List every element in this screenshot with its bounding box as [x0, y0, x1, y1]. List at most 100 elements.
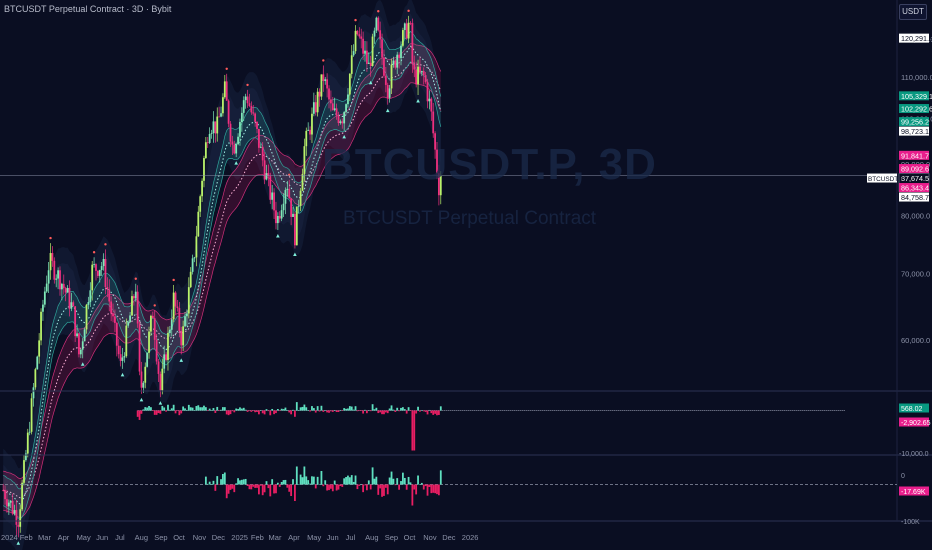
signal-markers	[16, 9, 420, 545]
pane1-bar	[324, 410, 327, 411]
pane2-bar	[301, 477, 304, 485]
pane1-bar	[146, 407, 149, 411]
candle-body	[40, 311, 42, 341]
envelope-outer	[3, 0, 441, 550]
candle-body	[208, 133, 211, 143]
candle-body	[57, 270, 59, 279]
time-tick-label: Sep	[385, 533, 398, 542]
pane1-bar	[333, 410, 336, 411]
price-tick-label: 80,000.0	[901, 211, 930, 220]
pane1-bar	[286, 410, 289, 411]
pane2-bar	[358, 484, 361, 486]
candle-body	[72, 302, 75, 307]
pane1-bar	[282, 409, 285, 411]
pane2-bar	[307, 480, 310, 485]
pane1-bar	[396, 407, 399, 411]
time-tick-label: Oct	[173, 533, 186, 542]
pane1-bar	[379, 410, 382, 413]
candle-body	[261, 146, 264, 161]
pane1-tick-label: -10,000.0	[899, 451, 929, 458]
candle-body	[138, 323, 141, 372]
time-tick-label: Dec	[212, 533, 226, 542]
pane1-value-box	[899, 403, 929, 413]
pane1-bar	[413, 410, 416, 451]
pane1-bar	[337, 410, 340, 413]
candle-body	[93, 264, 95, 265]
candle-body	[231, 141, 234, 145]
candle-body	[388, 88, 391, 98]
candle-body	[350, 55, 353, 74]
pane2-bar	[386, 484, 389, 495]
slow-ribbon-top	[3, 43, 442, 479]
pane1-bar	[360, 410, 363, 411]
pane1-bar	[231, 410, 234, 412]
currency-button[interactable]: USDT	[899, 4, 927, 20]
time-tick-label: 2026	[462, 533, 479, 542]
pane1-bar	[401, 407, 404, 411]
pane2-bar	[383, 484, 385, 496]
time-tick-label: Dec	[442, 533, 456, 542]
pane2-bar	[367, 480, 370, 485]
candle-body	[45, 283, 48, 292]
pane1-bar	[330, 410, 332, 412]
pane2-bar	[333, 480, 336, 485]
pane1-bar	[354, 406, 357, 411]
pane1-bar	[400, 407, 402, 411]
pane1-bar	[157, 410, 160, 414]
candle-body	[426, 82, 429, 102]
pane1-bar	[405, 410, 408, 414]
candle-body	[121, 357, 124, 361]
time-tick-label: Oct	[404, 533, 417, 542]
pane1-bar	[364, 409, 366, 411]
swing-high-marker	[246, 83, 249, 87]
price-tick-label: 110,000.0	[901, 73, 932, 82]
pane2-bar	[360, 484, 363, 485]
pane1-bar	[390, 405, 393, 411]
pane1-bar	[178, 410, 181, 416]
candle-body	[360, 36, 363, 39]
pane2-bar	[214, 484, 217, 491]
pane2-bar	[345, 477, 347, 485]
candle-body	[74, 306, 77, 337]
candle-body	[11, 500, 14, 514]
pane1-bar	[176, 410, 179, 411]
pane1-bar	[305, 407, 308, 411]
pane2-bar	[252, 484, 255, 487]
pane1-bar	[303, 404, 306, 411]
time-tick-label: 2025	[231, 533, 248, 542]
swing-high-marker	[322, 59, 325, 62]
time-tick-label: Sep	[154, 533, 167, 542]
pane2-bar	[405, 484, 408, 490]
pane1-bar	[229, 410, 232, 415]
candle-body	[157, 361, 160, 374]
pane1-bar	[375, 407, 378, 411]
candle-body	[155, 339, 158, 362]
candle-body	[153, 318, 156, 340]
pane2-bar	[424, 484, 427, 487]
pane1-bar	[220, 409, 222, 411]
pane2-bar	[231, 484, 234, 489]
swing-low-marker	[276, 233, 280, 238]
pane1-bar	[201, 407, 203, 411]
candle-body	[299, 190, 302, 206]
pane2-bar	[295, 466, 298, 485]
price-label-text: 99,256.2	[901, 118, 929, 127]
candle-body	[295, 206, 298, 246]
pane2-bar	[204, 476, 207, 485]
price-tick-label: 60,000.0	[901, 336, 930, 345]
pane1-bar	[352, 409, 355, 411]
candle-body	[43, 291, 46, 305]
candle-body	[34, 369, 37, 388]
pane1-bar	[407, 407, 410, 411]
pane2-bar	[311, 476, 313, 485]
pane2-bar	[369, 484, 372, 490]
pane1-bar	[434, 410, 437, 414]
candle-body	[348, 73, 351, 95]
candle-body	[233, 144, 236, 154]
fast-ribbon-bottom	[3, 61, 442, 520]
chart-title: BTCUSDT Perpetual Contract · 3D · Bybit	[4, 4, 172, 14]
candle-body	[21, 482, 24, 510]
ribbons	[2, 30, 442, 520]
candle-body	[324, 79, 327, 82]
